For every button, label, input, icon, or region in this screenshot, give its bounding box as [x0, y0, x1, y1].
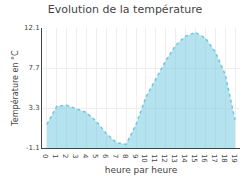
- svg-text:Evolution de la température: Evolution de la température: [48, 3, 203, 16]
- svg-text:15: 15: [190, 154, 198, 163]
- svg-text:16: 16: [200, 154, 208, 163]
- svg-text:12: 12: [160, 154, 168, 163]
- svg-text:heure par heure: heure par heure: [105, 165, 178, 175]
- svg-text:7: 7: [111, 154, 119, 158]
- svg-text:19: 19: [230, 154, 238, 163]
- svg-text:2: 2: [61, 154, 69, 158]
- svg-text:9: 9: [131, 154, 139, 158]
- svg-text:18: 18: [220, 154, 228, 163]
- svg-text:Température en °C: Température en °C: [10, 50, 20, 127]
- svg-text:3: 3: [71, 154, 79, 158]
- svg-text:7.7: 7.7: [28, 64, 39, 72]
- svg-text:5: 5: [91, 154, 99, 158]
- svg-text:6: 6: [101, 154, 109, 159]
- svg-text:0: 0: [41, 154, 49, 158]
- svg-text:8: 8: [121, 154, 129, 158]
- svg-text:12.1: 12.1: [24, 24, 40, 32]
- svg-text:4: 4: [81, 154, 89, 159]
- svg-text:-1.1: -1.1: [26, 144, 40, 152]
- svg-text:17: 17: [210, 154, 218, 163]
- svg-text:13: 13: [170, 154, 178, 163]
- svg-text:1: 1: [51, 154, 59, 158]
- svg-text:3.3: 3.3: [28, 104, 39, 112]
- svg-text:10: 10: [140, 154, 148, 163]
- svg-text:14: 14: [180, 154, 188, 163]
- svg-text:11: 11: [150, 154, 158, 163]
